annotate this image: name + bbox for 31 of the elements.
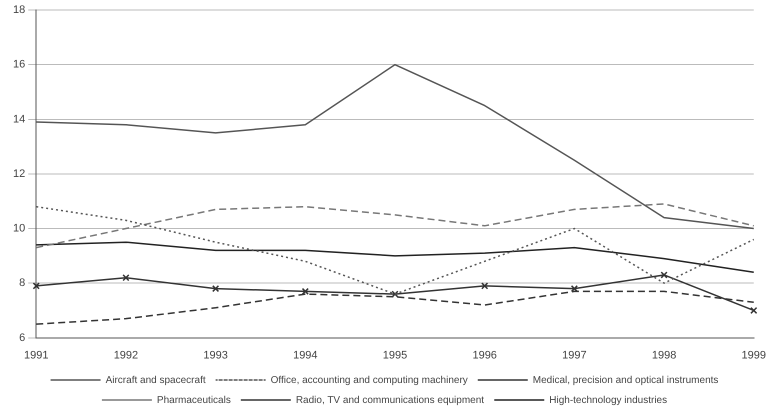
point [660, 271, 668, 279]
legend-label: High-technology industries [549, 394, 668, 406]
point [122, 274, 130, 282]
y-tick-label: 8 [19, 277, 26, 290]
y-tick-label: 16 [12, 58, 26, 71]
x-tick-label: 1997 [562, 349, 587, 362]
y-tick-label: 14 [12, 113, 26, 126]
x-tick-label: 1993 [203, 349, 228, 362]
point [32, 282, 40, 290]
point [212, 285, 220, 292]
legend-label: Aircraft and spacecraft [106, 374, 206, 386]
x-tick-label: 1996 [472, 349, 497, 362]
legend-label: Office, accounting and computing machinery [270, 374, 468, 386]
point [391, 290, 399, 298]
x-tick-label: 1991 [24, 349, 48, 362]
y-tick-label: 10 [12, 222, 26, 235]
y-tick-label: 18 [12, 4, 26, 16]
x-tick-label: 1998 [652, 349, 676, 362]
point [750, 306, 758, 314]
x-tick-label: 1995 [382, 349, 408, 362]
legend-label: Radio, TV and communications equipment [296, 394, 484, 406]
legend-label: Pharmaceuticals [156, 394, 231, 406]
x-tick-label: 1999 [742, 349, 766, 362]
point [570, 285, 578, 292]
y-tick-label: 12 [12, 168, 26, 180]
legend-label: Medical, precision and optical instruments [532, 374, 718, 386]
x-tick-label: 1994 [293, 349, 318, 362]
y-tick-label: 6 [19, 332, 26, 344]
x-tick-label: 1992 [114, 349, 138, 362]
point [481, 282, 488, 290]
point [302, 288, 309, 295]
